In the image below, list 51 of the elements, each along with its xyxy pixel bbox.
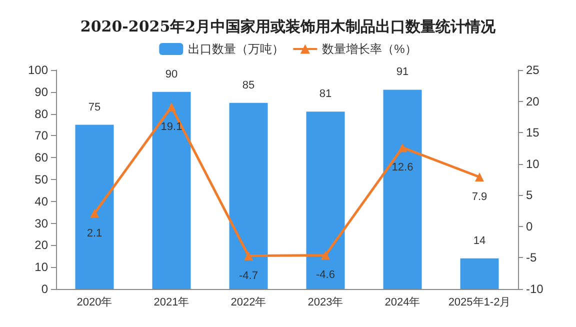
y-tick-label: 90	[34, 84, 48, 99]
data-label: 81	[319, 88, 332, 100]
data-label: 85	[242, 79, 255, 92]
data-label: 14	[473, 234, 486, 247]
y2-tick-label: 15	[526, 126, 540, 140]
point	[475, 172, 484, 182]
bar	[75, 124, 114, 289]
bar	[383, 90, 422, 289]
x-tick-label: 2020年	[76, 296, 112, 308]
x-tick-label: 2023年	[308, 296, 344, 308]
y-tick-label: 50	[34, 172, 48, 186]
y2-tick-label: 25	[526, 63, 540, 77]
bar	[229, 102, 268, 289]
x-tick-label: 2024年	[384, 296, 420, 308]
bar	[460, 258, 499, 289]
data-label: -4.7	[239, 270, 258, 282]
y2-tick-label: -10	[526, 282, 544, 296]
y2-tick-label: 20	[526, 94, 540, 108]
y-tick-label: 60	[34, 150, 48, 165]
data-label: 7.9	[472, 190, 488, 203]
y-tick-label: 70	[34, 128, 48, 143]
y-tick-label: 10	[34, 260, 48, 274]
data-label: 90	[165, 68, 178, 80]
data-label: 75	[88, 101, 101, 114]
chart-title: 2020-2025年2月中国家用或装饰用木制品出口数量统计情况	[80, 18, 497, 36]
point	[167, 102, 176, 112]
point	[90, 208, 99, 218]
point	[321, 250, 330, 260]
point	[398, 143, 407, 152]
x-tick-label: 2025年1-2月	[448, 296, 511, 308]
data-label: 2.1	[86, 227, 102, 240]
y2-tick-label: -5	[526, 250, 537, 265]
data-label: 91	[396, 66, 409, 78]
legend-label: 出口数量（万吨）	[188, 42, 284, 56]
legend-label: 数量增长率（%）	[322, 42, 417, 56]
x-tick-label: 2021年	[154, 296, 190, 308]
point	[244, 251, 253, 260]
y2-tick-label: 0	[526, 219, 533, 234]
data-label: 12.6	[392, 162, 414, 174]
bar	[306, 112, 345, 289]
y2-tick-label: 5	[526, 188, 533, 202]
y-tick-label: 40	[34, 194, 48, 208]
y2-tick-label: 10	[526, 156, 540, 171]
y-tick-label: 80	[34, 106, 48, 121]
y-tick-label: 20	[34, 238, 48, 252]
y-tick-label: 100	[28, 63, 48, 77]
x-tick-label: 2022年	[230, 296, 266, 308]
bar	[152, 92, 191, 289]
data-label: -4.6	[316, 269, 335, 282]
y-tick-label: 0	[41, 282, 48, 296]
y-tick-label: 30	[34, 216, 48, 230]
